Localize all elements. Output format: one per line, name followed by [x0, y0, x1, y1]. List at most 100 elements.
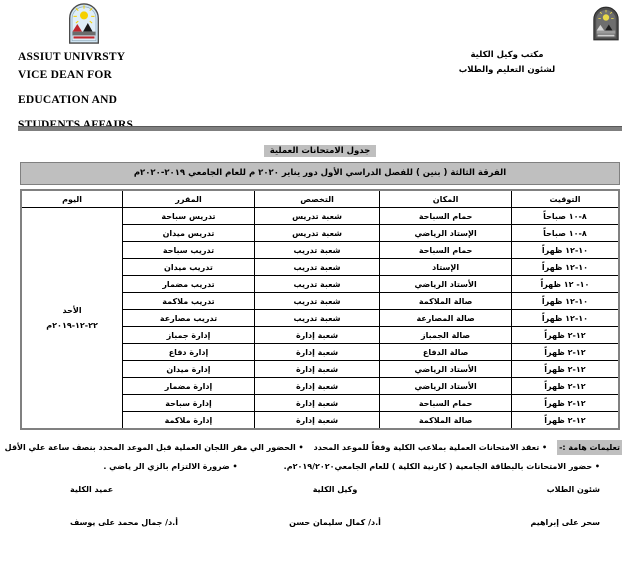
cell-spec: شعبة إدارة	[253, 326, 381, 344]
column-header-day: اليوم	[20, 189, 124, 208]
schedule-subtitle: الفرقة الثالثة ( بنين ) للفصل الدراسي ال…	[20, 162, 620, 185]
instructions-line-1: تعليمات هامة :- • تعقد الامتحانات العملي…	[5, 440, 622, 455]
cell-time: ٨-١٠ صباحاً	[510, 224, 620, 242]
cell-time: ١٢-٢ ظهراً	[510, 343, 620, 361]
column-header-time: التوقيت	[510, 189, 620, 208]
cell-place: حمام السباحة	[379, 207, 512, 225]
arabic-office-title: مكتب وكيل الكلية لشئون التعليم والطلاب	[392, 48, 622, 78]
cell-course: إدارة مضمار	[122, 377, 255, 395]
cell-spec: شعبة تدريس	[253, 224, 381, 242]
signature-name-vice-dean: أ.د/ كمال سليمان حسن	[289, 518, 381, 527]
cell-course: تدريس ميدان	[122, 224, 255, 242]
cell-place: الأستاد الرياضي	[379, 360, 512, 378]
table-row: ٨-١٠ صباحاً حمام السباحة شعبة تدريس تدريس س…	[20, 207, 620, 430]
arabic-office-line-1: مكتب وكيل الكلية	[470, 50, 544, 60]
signature-block-dean: عميد الكلية أ.د/ جمال محمد على يوسف	[18, 482, 247, 530]
cell-course: تدريب ملاكمة	[122, 292, 255, 310]
cell-place: صالة الملاكمة	[379, 411, 512, 430]
arabic-office-line-2: لشئون التعليم والطلاب	[458, 65, 556, 75]
signature-name-dean: أ.د/ جمال محمد على يوسف	[69, 518, 178, 527]
table-row: ٨-١٠ صباحاً الإستاد الرياضي شعبة تدريس تدري…	[21, 224, 620, 242]
cell-place: الإستاد	[379, 258, 512, 276]
table-row: ١٠-١٢ ظهراً حمام السباحة شعبة تدريب تدريب س…	[21, 241, 620, 259]
cell-spec: شعبة تدريب	[253, 292, 381, 310]
cell-course: إدارة ملاكمة	[122, 411, 255, 430]
signature-name-student-affairs: سحر على إبراهيم	[530, 518, 600, 527]
cell-spec: شعبة تدريب	[253, 309, 381, 327]
english-institution-title: ASSIUT UNIVRSTY VICE DEAN FOR EDUCATION …	[18, 48, 298, 134]
cell-place: حمام السباحة	[379, 241, 512, 259]
day-name: الأحد	[62, 306, 82, 315]
english-title-line-2: VICE DEAN FOR	[18, 69, 112, 81]
instruction-item-1: • تعقد الامتحانات العملية بملاعب الكلية …	[313, 443, 548, 452]
cell-course: تدريب ميدان	[122, 258, 255, 276]
table-header-row: التوقيت المكان التخصص المقرر اليوم	[20, 189, 620, 208]
table-row: ١٢-٢ ظهراً حمام السباحة شعبة إدارة إدارة سب…	[21, 394, 620, 412]
table-row: ١٠-١٢ ظهراً صالة المصارعة شعبة تدريب تدريب …	[21, 309, 620, 327]
cell-time: ٨-١٠ صباحاً	[510, 207, 620, 225]
cell-course: تدريب سباحة	[122, 241, 255, 259]
schedule-table-container: التوقيت المكان التخصص المقرر اليوم ٨-١٠ …	[20, 189, 620, 430]
cell-spec: شعبة إدارة	[253, 394, 381, 412]
instruction-item-4: • ضرورة الالتزام بالزي الر ياضي .	[103, 462, 238, 471]
cell-place: صالة الملاكمة	[379, 292, 512, 310]
english-title-line-3: EDUCATION AND	[18, 94, 118, 106]
page-header: ASSIUT UNIVRSTY VICE DEAN FOR EDUCATION …	[0, 0, 640, 131]
exam-schedule-table: التوقيت المكان التخصص المقرر اليوم ٨-١٠ …	[20, 189, 620, 430]
column-header-place: المكان	[379, 189, 512, 208]
cell-time: ١٠-١٢ ظهراً	[510, 292, 620, 310]
cell-spec: شعبة إدارة	[253, 343, 381, 361]
cell-course: تدريب مضمار	[122, 275, 255, 293]
document-title-area: جدول الامتحانات العملية	[0, 138, 640, 157]
cell-spec: شعبة إدارة	[253, 411, 381, 430]
table-row: ١٢-٢ ظهراً صالة الدفاع شعبة إدارة إدارة دفا…	[21, 343, 620, 361]
cell-place: صالة الدفاع	[379, 343, 512, 361]
signature-role-dean: عميد الكلية	[69, 485, 114, 494]
table-row: ١٢-٢ ظهراً صالة الملاكمة شعبة إدارة إدارة م…	[21, 411, 620, 430]
cell-time: ١٠-١٢ ظهراً	[510, 241, 620, 259]
cell-place: حمام السباحة	[379, 394, 512, 412]
english-title-line-4: STUDENTS AFFAIRS	[18, 119, 134, 131]
cell-time: ١٠-١٢ ظهراً	[510, 309, 620, 327]
cell-course: إدارة سباحة	[122, 394, 255, 412]
instruction-item-2: • الحضور الي مقر اللجان العملية قبل المو…	[4, 443, 304, 452]
signature-block-student-affairs: شئون الطلاب سحر على إبراهيم	[423, 482, 622, 530]
day-date: ٢٢-١٢-٢٠١٩م	[46, 321, 98, 330]
instructions-line-2: • حضور الامتحانات بالبطاقة الجامعية ( كا…	[18, 459, 622, 474]
cell-place: الإستاد الرياضي	[379, 224, 512, 242]
cell-day: الأحد ٢٢-١٢-٢٠١٩م	[20, 207, 124, 430]
table-row: ١٠-١٢ ظهراً الإستاد شعبة تدريب تدريب ميدان	[21, 258, 620, 276]
table-row: ١٢-٢ ظهراً الأستاد الرياضي شعبة إدارة إدارة…	[21, 377, 620, 395]
english-title-line-1: ASSIUT UNIVRSTY	[18, 51, 126, 63]
footer-notes: تعليمات هامة :- • تعقد الامتحانات العملي…	[5, 440, 622, 530]
cell-time: ١٠-١٢ ظهراً	[510, 258, 620, 276]
cell-time: ١٢-٢ ظهراً	[510, 377, 620, 395]
cell-place: صالة الجمباز	[379, 326, 512, 344]
cell-spec: شعبة إدارة	[253, 360, 381, 378]
signature-role-vice-dean: وكيل الكلية	[312, 485, 358, 494]
cell-place: الأستاد الرياضي	[379, 275, 512, 293]
cell-course: إدارة ميدان	[122, 360, 255, 378]
assiut-university-crest-icon	[66, 3, 102, 45]
cell-place: الأستاد الرياضي	[379, 377, 512, 395]
column-header-course: المقرر	[122, 189, 255, 208]
cell-course: إدارة دفاع	[122, 343, 255, 361]
page-title: جدول الامتحانات العملية	[263, 145, 377, 157]
cell-course: تدريس سباحة	[122, 207, 255, 225]
cell-spec: شعبة تدريب	[253, 258, 381, 276]
instructions-label: تعليمات هامة :-	[557, 440, 622, 455]
cell-place: صالة المصارعة	[379, 309, 512, 327]
signature-block-vice-dean: وكيل الكلية أ.د/ كمال سليمان حسن	[247, 482, 424, 530]
cell-course: تدريب مصارعة	[122, 309, 255, 327]
cell-time: ١٢-٢ ظهراً	[510, 394, 620, 412]
faculty-crest-icon	[592, 6, 620, 42]
signature-role-student-affairs: شئون الطلاب	[546, 485, 600, 494]
cell-time: ١٢-٢ ظهراً	[510, 326, 620, 344]
cell-time: ١٠- ١٢ ظهراً	[510, 275, 620, 293]
cell-time: ١٢-٢ ظهراً	[510, 360, 620, 378]
cell-spec: شعبة إدارة	[253, 377, 381, 395]
header-divider	[18, 126, 622, 131]
cell-spec: شعبة تدريب	[253, 241, 381, 259]
cell-time: ١٢-٢ ظهراً	[510, 411, 620, 430]
cell-spec: شعبة تدريب	[253, 275, 381, 293]
